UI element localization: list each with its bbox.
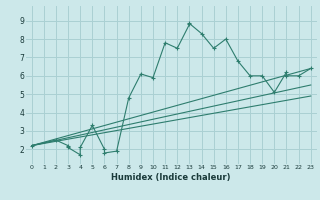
X-axis label: Humidex (Indice chaleur): Humidex (Indice chaleur) bbox=[111, 173, 231, 182]
